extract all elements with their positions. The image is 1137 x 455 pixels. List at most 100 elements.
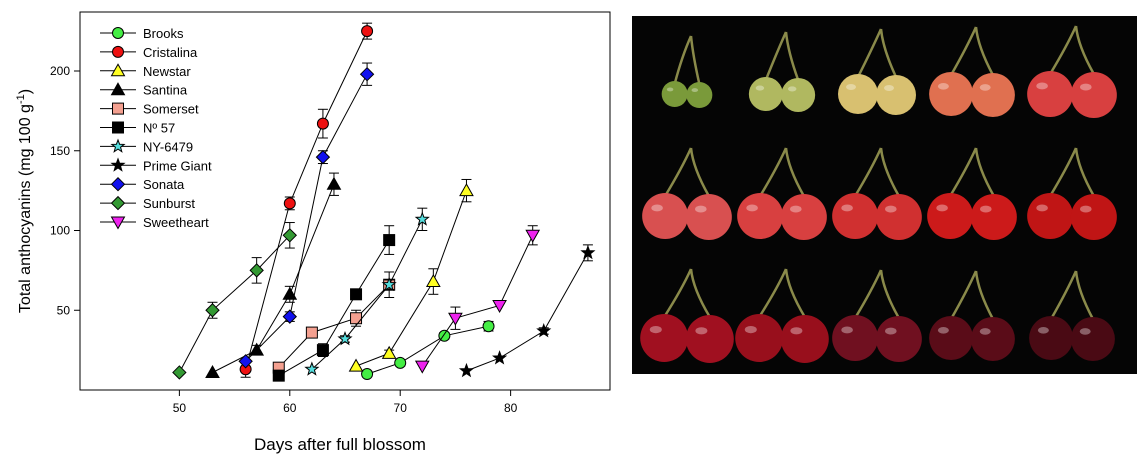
cherry-stem: [1049, 147, 1078, 197]
legend-label: Somerset: [143, 102, 199, 117]
cherry-highlight: [1036, 82, 1048, 90]
legend-marker: [110, 176, 126, 192]
series-line: [311, 219, 423, 370]
series-line: [178, 234, 291, 373]
data-point: [536, 323, 552, 338]
cherry-ripening-photo: [632, 16, 1137, 374]
legend: Brooks Cristalina Newstar Santina Somerset Nº…: [100, 26, 212, 230]
data-point: [381, 276, 397, 292]
legend-item: Santina: [100, 82, 188, 98]
cherry-pair: [642, 147, 732, 240]
cherry-highlight: [937, 83, 949, 90]
cherry: [735, 314, 784, 362]
y-tick-label: 200: [50, 64, 70, 78]
cherry-stem: [663, 268, 693, 318]
cherry-pair: [661, 35, 713, 108]
data-point: [282, 228, 297, 243]
legend-marker: [110, 138, 126, 153]
legend-marker: [110, 195, 126, 211]
cherry-stem: [974, 26, 995, 76]
data-point: [492, 299, 507, 313]
cherry: [737, 193, 784, 239]
cherry-highlight: [979, 84, 991, 91]
legend-label: Newstar: [143, 64, 191, 79]
cherry-stem: [759, 147, 788, 197]
cherry: [1027, 193, 1074, 239]
cherry-pair: [748, 31, 816, 112]
y-axis-label-suffix: ): [17, 89, 34, 94]
cherry-highlight: [936, 204, 948, 212]
data-point: [448, 312, 463, 326]
cherry-stem: [758, 268, 788, 318]
data-point: [238, 354, 253, 369]
legend-label: Prime Giant: [143, 158, 212, 173]
cherry: [685, 194, 732, 240]
cherry: [838, 74, 878, 114]
cherry-stem: [1049, 25, 1078, 75]
cherry-highlight: [695, 205, 707, 213]
x-tick-label: 70: [394, 401, 408, 415]
cherry-stem: [673, 35, 693, 85]
data-point: [305, 326, 318, 339]
legend-item: Sunburst: [100, 195, 195, 211]
cherry-highlight: [841, 326, 853, 334]
cherry: [929, 72, 974, 116]
cherry-stem: [974, 270, 995, 320]
cherry-highlight: [744, 326, 757, 334]
data-point: [458, 362, 475, 378]
data-point: [525, 229, 541, 243]
cherry: [875, 316, 922, 362]
data-point: [492, 350, 508, 365]
cherry: [832, 193, 879, 239]
legend-item: NY-6479: [100, 138, 193, 154]
series-line: [245, 30, 368, 370]
cherry: [1070, 72, 1117, 118]
data-point: [414, 211, 430, 226]
data-point: [337, 331, 353, 346]
legend-marker: [110, 63, 126, 77]
cherry-stem: [1074, 270, 1095, 320]
cherry: [970, 317, 1015, 361]
data-point: [283, 197, 296, 210]
data-point: [172, 365, 187, 380]
cherry-highlight: [755, 85, 765, 91]
cherry-highlight: [1079, 328, 1091, 335]
cherry-highlight: [1080, 205, 1092, 213]
cherry-stem: [784, 147, 805, 197]
cherry-photo-svg: [640, 25, 1117, 363]
cherry-stem: [879, 147, 900, 197]
series-line: [355, 190, 467, 367]
data-point: [350, 288, 363, 301]
cherry-stem: [784, 268, 806, 318]
legend-label: Sunburst: [143, 196, 195, 211]
data-point: [361, 368, 374, 381]
cherry-stem: [1074, 147, 1095, 197]
cherry-pair: [929, 270, 1015, 361]
legend-marker: [112, 121, 124, 134]
series-newstar: [348, 178, 474, 372]
data-point: [414, 360, 430, 374]
cherry: [876, 75, 916, 115]
y-axis-label-superscript: -1: [15, 94, 27, 104]
legend-label: Sonata: [143, 177, 185, 192]
cherry-highlight: [885, 327, 897, 335]
series-line: [421, 235, 534, 367]
legend-item: Somerset: [100, 102, 199, 117]
cherry: [640, 314, 689, 362]
legend-marker: [112, 45, 124, 58]
cherry-pair: [832, 269, 922, 362]
data-point: [326, 176, 342, 190]
data-point: [272, 369, 285, 382]
data-point: [381, 345, 397, 359]
series-n-57: [272, 225, 396, 382]
series-prime-giant: [458, 244, 596, 378]
cherry-highlight: [1080, 83, 1092, 91]
cherry-pair: [1029, 270, 1115, 361]
series-line: [278, 284, 390, 369]
cherry: [832, 315, 879, 361]
cherry-highlight: [884, 85, 894, 91]
cherry: [970, 194, 1017, 240]
cherry-highlight: [746, 204, 758, 212]
y-tick-label: 50: [57, 303, 71, 317]
cherry-stem: [1050, 270, 1078, 320]
